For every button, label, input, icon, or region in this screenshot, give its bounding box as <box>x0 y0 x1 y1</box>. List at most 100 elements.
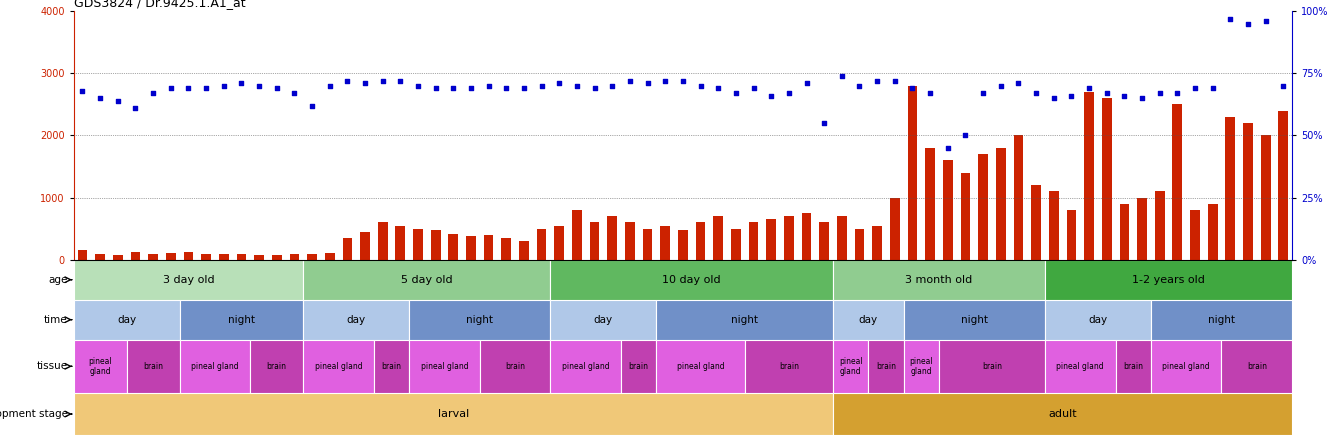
Point <box>142 90 163 97</box>
Bar <box>237 254 246 260</box>
Bar <box>1150 340 1221 393</box>
Text: brain: brain <box>629 362 648 371</box>
Bar <box>550 260 833 300</box>
Bar <box>854 229 865 260</box>
Bar <box>1221 340 1292 393</box>
Text: age: age <box>48 275 67 285</box>
Point <box>814 119 836 127</box>
Bar <box>1102 98 1111 260</box>
Point <box>1184 85 1205 92</box>
Bar <box>833 340 868 393</box>
Point <box>707 85 728 92</box>
Point <box>178 85 200 92</box>
Bar <box>833 393 1292 435</box>
Bar <box>483 235 494 260</box>
Point <box>301 102 323 109</box>
Bar <box>1085 92 1094 260</box>
Point <box>990 82 1011 89</box>
Point <box>1114 92 1135 99</box>
Bar <box>837 216 846 260</box>
Point <box>726 90 747 97</box>
Text: brain: brain <box>143 362 163 371</box>
Bar <box>904 340 939 393</box>
Bar <box>1014 135 1023 260</box>
Point <box>248 82 269 89</box>
Bar <box>466 236 475 260</box>
Bar <box>656 300 833 340</box>
Bar <box>744 340 833 393</box>
Bar <box>908 86 917 260</box>
Bar <box>479 340 550 393</box>
Bar <box>303 340 374 393</box>
Point <box>566 82 588 89</box>
Bar <box>904 300 1044 340</box>
Bar <box>660 226 670 260</box>
Bar <box>250 340 303 393</box>
Text: pineal gland: pineal gland <box>676 362 724 371</box>
Text: GDS3824 / Dr.9425.1.A1_at: GDS3824 / Dr.9425.1.A1_at <box>74 0 245 8</box>
Text: 3 month old: 3 month old <box>905 275 972 285</box>
Point <box>478 82 499 89</box>
Text: day: day <box>347 315 366 325</box>
Bar <box>410 300 550 340</box>
Point <box>355 79 376 87</box>
Point <box>125 104 146 111</box>
Bar <box>1154 191 1165 260</box>
Point <box>1166 90 1188 97</box>
Point <box>901 85 923 92</box>
Bar <box>925 148 935 260</box>
Point <box>955 132 976 139</box>
Bar <box>1279 111 1288 260</box>
Text: brain: brain <box>876 362 896 371</box>
Point <box>655 77 676 84</box>
Point <box>832 72 853 79</box>
Point <box>372 77 394 84</box>
Bar <box>868 340 904 393</box>
Bar <box>218 254 229 260</box>
Point <box>795 79 817 87</box>
Bar <box>501 238 511 260</box>
Point <box>1237 20 1259 27</box>
Text: 5 day old: 5 day old <box>400 275 453 285</box>
Bar <box>183 252 193 260</box>
Text: brain: brain <box>382 362 402 371</box>
Bar <box>537 229 546 260</box>
Point <box>1149 90 1170 97</box>
Point <box>849 82 870 89</box>
Point <box>266 85 288 92</box>
Point <box>495 85 517 92</box>
Text: adult: adult <box>1048 409 1077 419</box>
Bar <box>131 252 141 260</box>
Bar <box>179 340 250 393</box>
Text: pineal gland: pineal gland <box>191 362 238 371</box>
Bar <box>166 253 175 260</box>
Bar <box>431 230 441 260</box>
Text: pineal
gland: pineal gland <box>909 357 933 376</box>
Point <box>424 85 446 92</box>
Point <box>461 85 482 92</box>
Point <box>213 82 234 89</box>
Bar <box>714 216 723 260</box>
Bar <box>1044 260 1292 300</box>
Bar <box>395 226 406 260</box>
Text: brain: brain <box>266 362 287 371</box>
Text: pineal
gland: pineal gland <box>838 357 862 376</box>
Text: night: night <box>961 315 988 325</box>
Bar <box>550 300 656 340</box>
Bar <box>749 222 758 260</box>
Text: brain: brain <box>981 362 1002 371</box>
Bar <box>343 238 352 260</box>
Bar <box>819 222 829 260</box>
Bar <box>1243 123 1253 260</box>
Bar <box>656 340 744 393</box>
Bar <box>960 173 971 260</box>
Bar <box>943 160 952 260</box>
Bar <box>378 222 387 260</box>
Bar <box>833 260 1044 300</box>
Bar <box>201 254 212 260</box>
Point <box>1060 92 1082 99</box>
Bar <box>766 219 777 260</box>
Text: brain: brain <box>505 362 525 371</box>
Bar <box>1261 135 1271 260</box>
Point <box>584 85 605 92</box>
